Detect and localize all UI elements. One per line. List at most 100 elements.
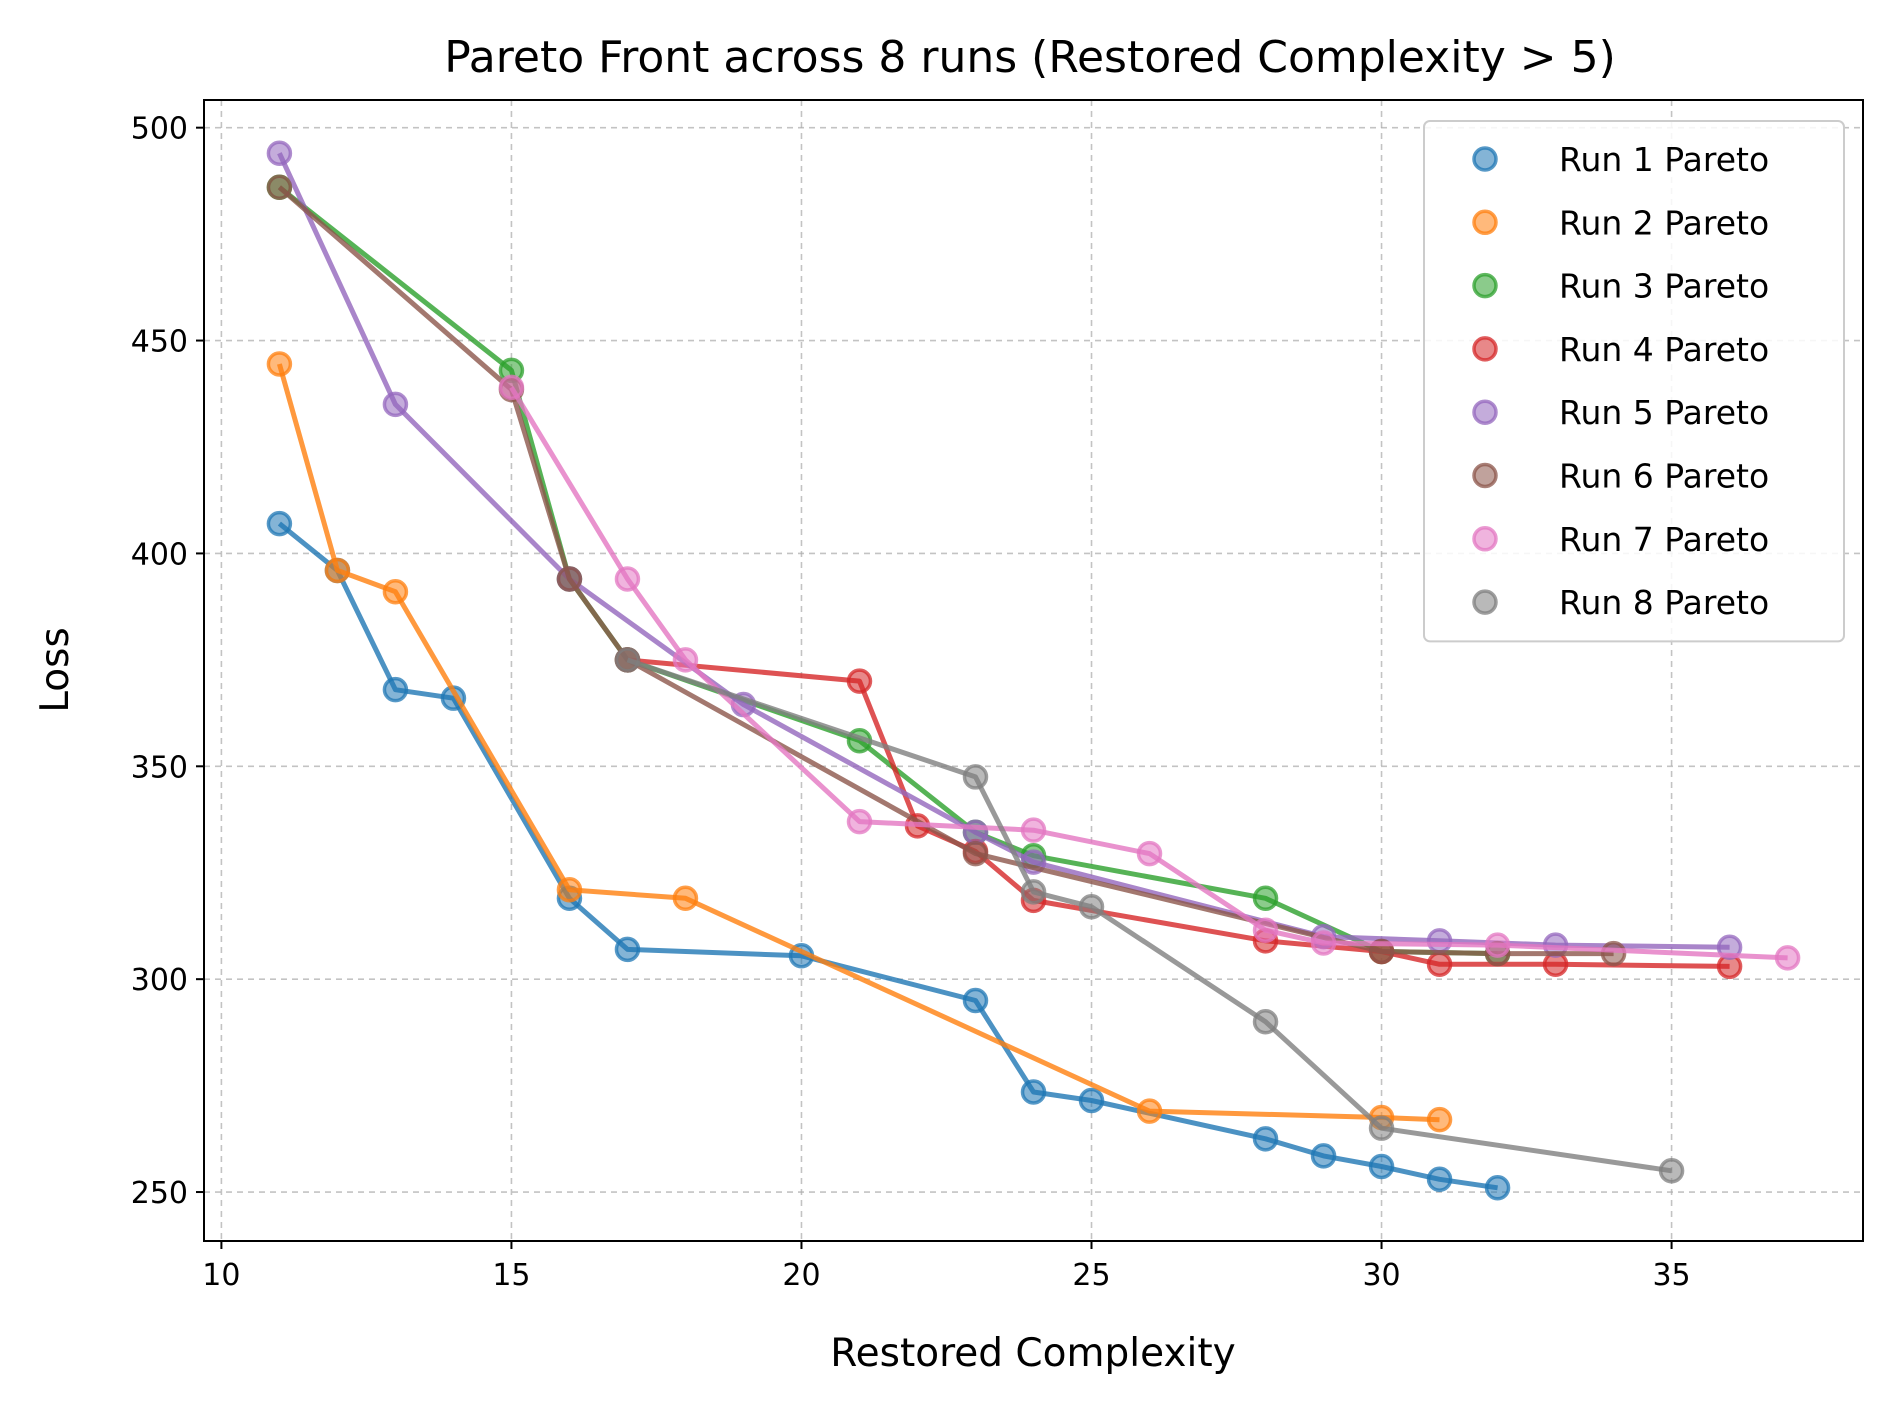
axes-frame bbox=[203, 99, 1864, 1242]
legend-marker bbox=[1472, 272, 1498, 299]
data-point bbox=[1078, 1087, 1105, 1114]
legend-item: Run 3 Pareto bbox=[1472, 267, 1769, 306]
legend-label: Run 5 Pareto bbox=[1559, 393, 1769, 432]
legend-label: Run 6 Pareto bbox=[1559, 457, 1769, 496]
data-point bbox=[672, 885, 699, 912]
data-point bbox=[846, 668, 873, 694]
legend-marker bbox=[1472, 526, 1498, 552]
legend-marker bbox=[1472, 399, 1498, 425]
data-point bbox=[1252, 917, 1279, 943]
series-line bbox=[277, 521, 1498, 1191]
x-tick-label: 35 bbox=[1652, 1258, 1690, 1293]
series-line bbox=[627, 657, 1730, 969]
y-tick-label: 500 bbox=[131, 112, 188, 147]
data-point bbox=[382, 391, 409, 418]
data-point bbox=[1658, 1158, 1685, 1184]
legend-item: Run 8 Pareto bbox=[1472, 583, 1769, 622]
legend-marker bbox=[1472, 336, 1498, 362]
x-axis-label: Restored Complexity bbox=[830, 1331, 1235, 1376]
data-point bbox=[1426, 1106, 1453, 1133]
data-point bbox=[1368, 1115, 1395, 1141]
data-point bbox=[1020, 1079, 1047, 1105]
data-point bbox=[266, 510, 293, 537]
data-point bbox=[614, 566, 641, 592]
data-point bbox=[1252, 1008, 1279, 1035]
grid bbox=[204, 100, 1863, 1241]
data-point bbox=[1426, 1166, 1453, 1193]
legend-item: Run 4 Pareto bbox=[1472, 330, 1769, 369]
legend-label: Run 1 Pareto bbox=[1559, 140, 1769, 179]
legend-item: Run 2 Pareto bbox=[1472, 203, 1769, 242]
data-point bbox=[1426, 951, 1453, 978]
data-point bbox=[498, 374, 525, 401]
x-tick-label: 30 bbox=[1362, 1258, 1400, 1293]
data-point bbox=[846, 808, 873, 835]
data-point bbox=[1252, 885, 1279, 912]
legend-marker bbox=[1472, 589, 1498, 615]
legend-marker bbox=[1472, 209, 1498, 236]
x-tick-label: 25 bbox=[1072, 1258, 1110, 1293]
data-point bbox=[1020, 879, 1047, 905]
legend-marker bbox=[1472, 146, 1498, 172]
x-tick-label: 15 bbox=[492, 1258, 530, 1293]
data-point bbox=[266, 140, 293, 166]
data-point bbox=[1310, 1143, 1337, 1169]
data-point bbox=[1426, 928, 1453, 954]
series-line bbox=[509, 386, 1788, 961]
data-point bbox=[614, 936, 641, 963]
y-tick-label: 350 bbox=[131, 750, 188, 785]
data-point bbox=[962, 764, 989, 790]
data-point bbox=[382, 676, 409, 703]
data-point bbox=[1136, 840, 1163, 867]
data-point bbox=[556, 566, 583, 592]
data-point bbox=[614, 647, 641, 673]
legend-label: Run 8 Pareto bbox=[1559, 583, 1769, 622]
data-point bbox=[1368, 1153, 1395, 1180]
series-line bbox=[277, 185, 1498, 957]
series-1 bbox=[266, 510, 1511, 1201]
series-7 bbox=[498, 374, 1801, 971]
data-point bbox=[266, 174, 293, 201]
legend-item: Run 1 Pareto bbox=[1472, 140, 1769, 179]
data-point bbox=[1600, 940, 1627, 967]
data-point bbox=[1774, 945, 1801, 971]
data-point bbox=[1310, 930, 1337, 956]
legend-item: Run 5 Pareto bbox=[1472, 393, 1769, 432]
plot-area bbox=[266, 140, 1801, 1201]
y-axis-label: Loss bbox=[33, 627, 78, 713]
legend-label: Run 3 Pareto bbox=[1559, 267, 1769, 306]
series-4 bbox=[614, 647, 1743, 980]
data-point bbox=[962, 840, 989, 867]
data-point bbox=[962, 987, 989, 1014]
legend-label: Run 2 Pareto bbox=[1559, 203, 1769, 242]
data-point bbox=[1020, 817, 1047, 843]
y-tick-label: 300 bbox=[131, 963, 188, 998]
legend-item: Run 7 Pareto bbox=[1472, 520, 1769, 559]
series-6 bbox=[266, 174, 1627, 967]
y-axis: 250 300 350 400 450 500 bbox=[131, 112, 204, 1211]
data-point bbox=[672, 647, 699, 673]
legend: Run 1 Pareto Run 2 Pareto Run 3 Pareto Run … bbox=[1423, 120, 1845, 643]
data-point bbox=[1252, 1126, 1279, 1152]
series-line bbox=[626, 657, 1672, 1174]
data-point bbox=[1078, 894, 1105, 920]
y-tick-label: 400 bbox=[131, 537, 188, 572]
series-line bbox=[277, 185, 1614, 957]
x-axis: 10 15 20 25 30 35 bbox=[202, 1241, 1691, 1293]
data-point bbox=[324, 557, 351, 584]
x-tick-label: 10 bbox=[202, 1258, 240, 1293]
data-point bbox=[1136, 1098, 1163, 1124]
y-tick-label: 250 bbox=[131, 1176, 188, 1211]
data-point bbox=[1484, 1175, 1511, 1201]
series-8 bbox=[614, 647, 1685, 1184]
legend-item: Run 6 Pareto bbox=[1472, 457, 1769, 496]
chart-title: Pareto Front across 8 runs (Restored Com… bbox=[444, 32, 1615, 83]
data-point bbox=[556, 877, 583, 903]
data-point bbox=[266, 351, 293, 377]
y-tick-label: 450 bbox=[131, 325, 188, 360]
data-point bbox=[1484, 932, 1511, 958]
legend-box bbox=[1423, 120, 1845, 643]
legend-label: Run 4 Pareto bbox=[1559, 330, 1769, 369]
series-3 bbox=[266, 174, 1511, 967]
